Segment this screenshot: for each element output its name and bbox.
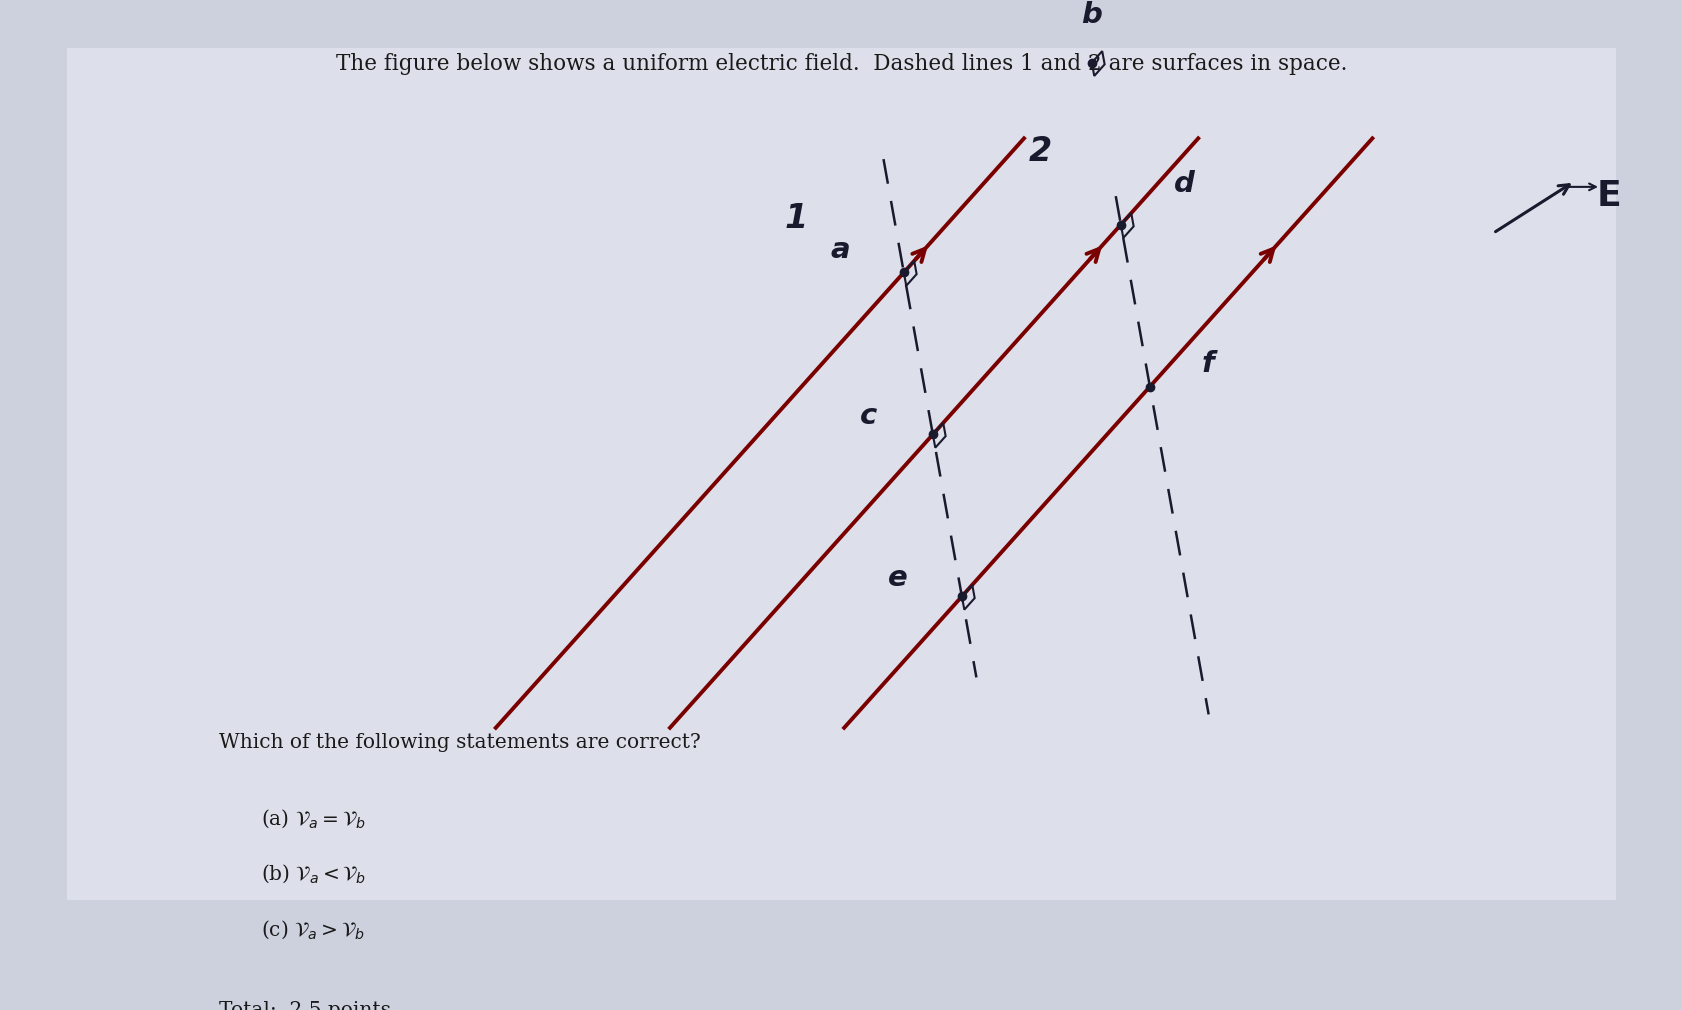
Text: (a) $\mathcal{V}_a = \mathcal{V}_b$: (a) $\mathcal{V}_a = \mathcal{V}_b$ — [261, 807, 365, 829]
Text: (b) $\mathcal{V}_a < \mathcal{V}_b$: (b) $\mathcal{V}_a < \mathcal{V}_b$ — [261, 863, 367, 885]
Text: Which of the following statements are correct?: Which of the following statements are co… — [219, 733, 700, 751]
Text: d: d — [1174, 170, 1194, 198]
Text: a: a — [829, 236, 849, 265]
Text: The figure below shows a uniform electric field.  Dashed lines 1 and 2 are surfa: The figure below shows a uniform electri… — [336, 53, 1346, 75]
Text: c: c — [860, 402, 876, 430]
Text: Total:  2.5 points: Total: 2.5 points — [219, 1001, 390, 1010]
Text: e: e — [888, 564, 907, 592]
Text: (c) $\mathcal{V}_a > \mathcal{V}_b$: (c) $\mathcal{V}_a > \mathcal{V}_b$ — [261, 918, 365, 940]
Text: 2: 2 — [1028, 135, 1051, 169]
Text: E: E — [1596, 179, 1621, 213]
FancyBboxPatch shape — [67, 48, 1615, 900]
Text: b: b — [1082, 1, 1102, 28]
Text: 1: 1 — [784, 202, 807, 235]
Text: f: f — [1201, 350, 1213, 379]
